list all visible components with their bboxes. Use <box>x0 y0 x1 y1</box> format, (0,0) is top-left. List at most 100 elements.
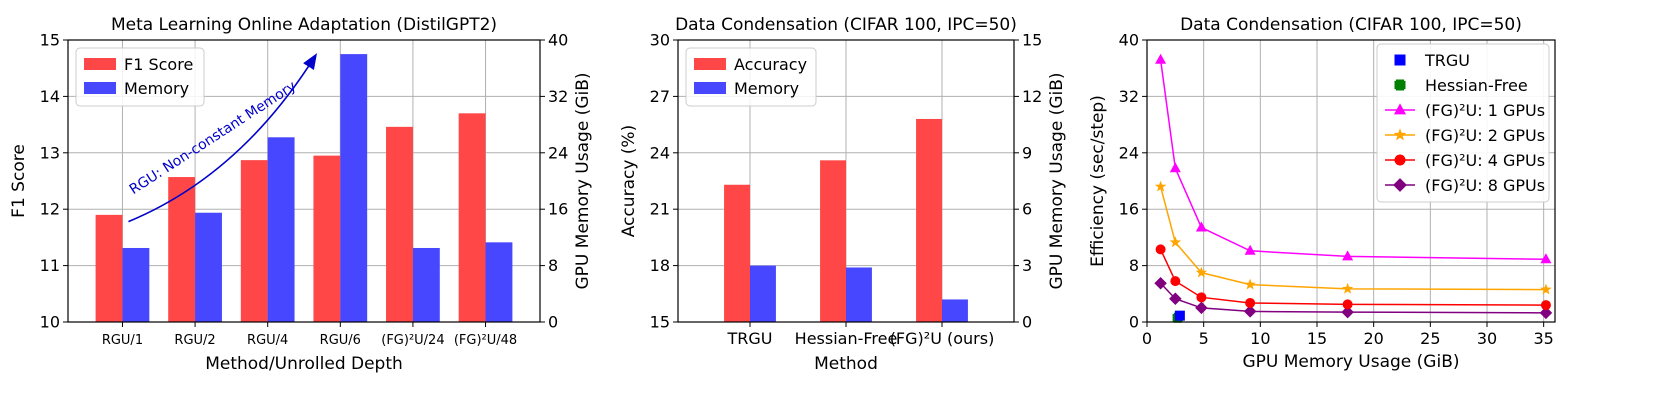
point-fg-u-2-gpus <box>1540 283 1552 295</box>
legend-swatch <box>694 58 726 70</box>
y2-tick-label: 0 <box>1022 313 1032 332</box>
bar-memory <box>412 247 440 322</box>
series-line-fg-u-2-gpus <box>1159 186 1546 291</box>
legend-label: TRGU <box>1424 51 1470 70</box>
legend: F1 Score Memory <box>75 47 205 107</box>
point-fg-u-2-gpus <box>1244 278 1256 290</box>
bar-accuracy <box>820 160 846 322</box>
x-tick-label: RGU/4 <box>247 333 288 348</box>
bar-memory <box>195 212 222 322</box>
chart-title: Data Condensation (CIFAR 100, IPC=50) <box>675 15 1017 35</box>
point-fg-u-8-gpus <box>1539 306 1553 320</box>
legend-marker <box>1394 154 1406 166</box>
legend-label: Hessian-Free <box>1425 76 1528 95</box>
point-trgu <box>1174 310 1185 321</box>
bar-memory <box>340 54 368 322</box>
y-tick-label: 24 <box>650 143 670 162</box>
x-axis-label: Method/Unrolled Depth <box>205 354 403 374</box>
bar-memory <box>846 267 872 322</box>
point-fg-u-4-gpus <box>1155 244 1166 255</box>
annotation-arrow <box>128 53 318 223</box>
x-tick-label: (FG)²U/48 <box>454 333 517 348</box>
legend-marker <box>1393 103 1407 115</box>
y2-tick-label: 3 <box>1022 256 1032 275</box>
y-tick-label: 15 <box>40 31 60 50</box>
y2-tick-label: 32 <box>548 87 568 106</box>
legend-label: F1 Score <box>124 55 193 74</box>
y-tick-label: 10 <box>40 313 60 332</box>
bar-memory <box>750 265 776 322</box>
y-axis-label: Efficiency (sec/step) <box>1088 95 1108 267</box>
y-tick-label: 8 <box>1129 256 1139 275</box>
y2-axis-label: GPU Memory Usage (GiB) <box>573 72 593 289</box>
bar-f1-score <box>168 177 196 322</box>
y-tick-label: 18 <box>650 256 670 275</box>
point-fg-u-2-gpus <box>1341 282 1354 294</box>
legend: Accuracy Memory <box>685 47 817 107</box>
point-fg-u-8-gpus <box>1341 305 1354 319</box>
series-line-fg-u-1-gpus <box>1159 59 1546 261</box>
x-tick-label: RGU/1 <box>102 333 143 348</box>
x-tick-label: RGU/2 <box>174 333 215 348</box>
x-tick-label: 15 <box>1307 329 1327 348</box>
x-tick-label: RGU/6 <box>320 333 361 348</box>
point-fg-u-4-gpus <box>1170 276 1181 287</box>
x-axis-label: Method <box>814 354 878 374</box>
y2-tick-label: 8 <box>548 256 558 275</box>
y2-tick-label: 15 <box>1022 31 1042 50</box>
y-tick-label: 14 <box>40 87 60 106</box>
point-fg-u-8-gpus <box>1243 305 1257 318</box>
y2-tick-label: 6 <box>1022 200 1032 219</box>
y-tick-label: 12 <box>40 200 60 219</box>
y-tick-label: 13 <box>40 143 60 162</box>
y-tick-label: 32 <box>1119 87 1139 106</box>
chart-title: Meta Learning Online Adaptation (DistilG… <box>111 15 497 35</box>
y-tick-label: 40 <box>1119 31 1139 50</box>
x-tick-label: 20 <box>1363 329 1383 348</box>
y2-tick-label: 40 <box>548 31 568 50</box>
x-tick-label: Hessian-Free <box>795 329 898 348</box>
x-tick-label: TRGU <box>727 329 773 348</box>
x-axis-label: GPU Memory Usage (GiB) <box>1242 352 1459 372</box>
point-fg-u-2-gpus <box>1195 266 1208 278</box>
x-tick-label: 35 <box>1533 329 1553 348</box>
plot-frame <box>1146 39 1556 323</box>
chart-title: Data Condensation (CIFAR 100, IPC=50) <box>1180 15 1522 35</box>
y2-tick-label: 24 <box>548 143 568 162</box>
chart-1: 10 11 12 13 14 15 0 8 16 24 32 40 RGU/1 RGU/2 RGU/4 RGU… <box>9 15 593 374</box>
point-fg-u-1-gpus <box>1342 250 1354 261</box>
point-fg-u-4-gpus <box>1245 297 1256 308</box>
point-fg-u-2-gpus <box>1154 180 1167 192</box>
legend-label: Memory <box>734 79 799 98</box>
point-fg-u-8-gpus <box>1195 301 1208 315</box>
y2-tick-label: 16 <box>548 200 568 219</box>
bar-f1-score <box>386 126 413 322</box>
bar-memory <box>122 247 150 322</box>
y2-tick-label: 9 <box>1022 143 1032 162</box>
legend-label: (FG)²U: 8 GPUs <box>1425 176 1545 195</box>
point-fg-u-1-gpus <box>1244 244 1256 255</box>
chart-3: 0 5 10 15 20 25 30 35 0 8 16 24 32 40 Data Condensatio… <box>1088 15 1556 372</box>
y-tick-label: 11 <box>40 256 60 275</box>
legend: TRGU Hessian-Free (FG)²U: 1 GPUs (FG)²U: 2 … <box>1376 43 1550 203</box>
point-fg-u-1-gpus <box>1169 162 1181 173</box>
legend-swatch <box>84 82 116 94</box>
point-fg-u-4-gpus <box>1540 300 1551 311</box>
point-fg-u-1-gpus <box>1195 221 1207 232</box>
y-tick-label: 16 <box>1119 200 1139 219</box>
bar-accuracy <box>724 184 750 322</box>
y-tick-label: 30 <box>650 31 670 50</box>
legend-label: Accuracy <box>734 55 807 74</box>
point-fg-u-1-gpus <box>1540 253 1552 264</box>
point-fg-u-2-gpus <box>1169 236 1182 248</box>
x-tick-label: 0 <box>1142 329 1152 348</box>
legend-label: (FG)²U: 2 GPUs <box>1425 126 1545 145</box>
legend-swatch <box>694 82 726 94</box>
legend-swatch <box>84 58 116 70</box>
point-fg-u-4-gpus <box>1342 299 1353 310</box>
y-tick-label: 24 <box>1119 143 1139 162</box>
legend-marker <box>1394 54 1406 66</box>
bar-f1-score <box>240 160 268 322</box>
bar-memory <box>267 137 295 322</box>
series-line-fg-u-8-gpus <box>1160 282 1546 314</box>
